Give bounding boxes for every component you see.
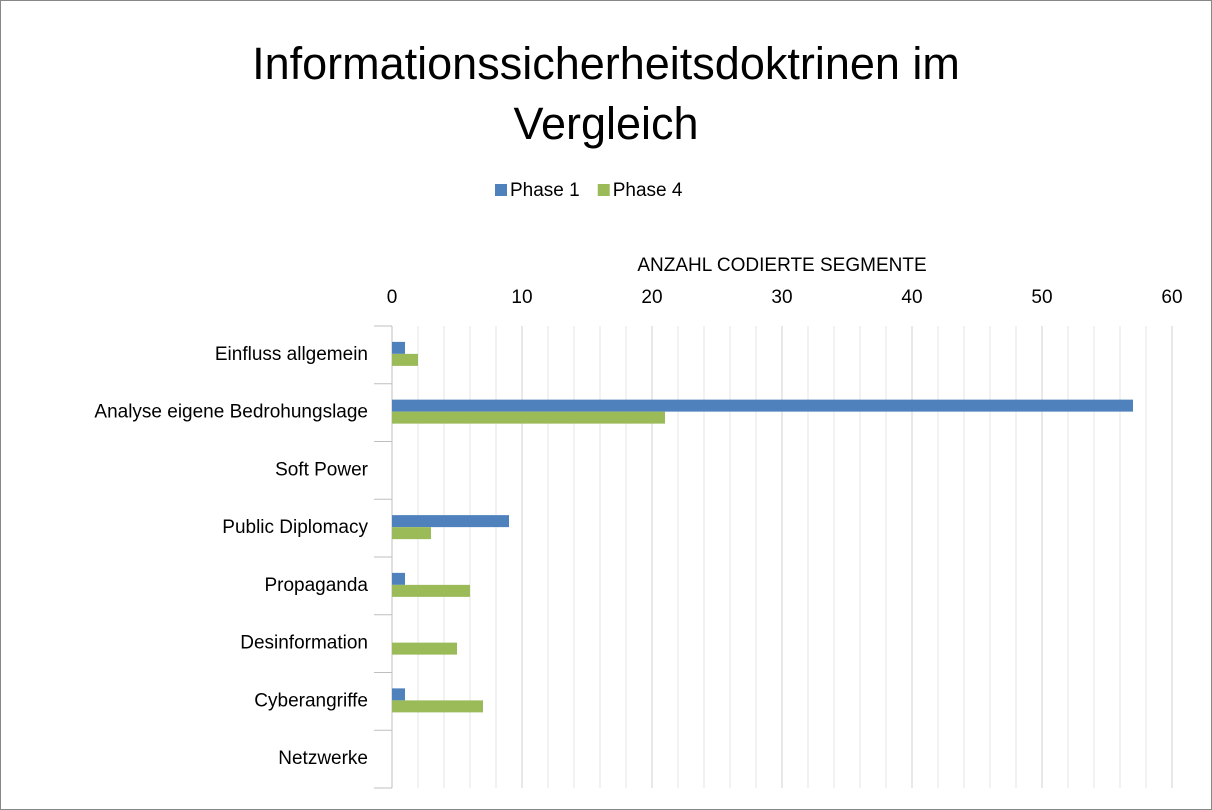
y-tick-label: Einfluss allgemein xyxy=(215,344,368,365)
y-tick-label: Soft Power xyxy=(275,459,369,480)
y-tick-label: Analyse eigene Bedrohungslage xyxy=(94,402,368,423)
legend-label: Phase 4 xyxy=(613,180,683,201)
y-tick-label: Cyberangriffe xyxy=(254,690,368,711)
x-axis-title: ANZAHL CODIERTE SEGMENTE xyxy=(637,255,926,276)
y-tick-label: Propaganda xyxy=(264,575,368,596)
x-tick-label: 50 xyxy=(1031,287,1052,308)
bar xyxy=(392,700,483,713)
x-tick-label: 30 xyxy=(771,287,792,308)
x-tick-label: 40 xyxy=(901,287,922,308)
bar xyxy=(392,642,457,655)
y-tick-label: Desinformation xyxy=(240,633,368,654)
bar xyxy=(392,688,405,701)
x-tick-label: 10 xyxy=(511,287,532,308)
x-tick-label: 20 xyxy=(641,287,662,308)
x-tick-label: 0 xyxy=(387,287,398,308)
bar xyxy=(392,353,418,366)
bar xyxy=(392,572,405,585)
chart-title: Informationssicherheitsdoktrinen im Verg… xyxy=(252,38,960,149)
legend-label: Phase 1 xyxy=(510,180,580,201)
bar xyxy=(392,411,665,424)
legend-swatch xyxy=(495,184,507,196)
bar xyxy=(392,515,509,528)
x-tick-label: 60 xyxy=(1161,287,1182,308)
bar xyxy=(392,399,1133,412)
bar xyxy=(392,527,431,540)
bar xyxy=(392,341,405,354)
bar xyxy=(392,584,470,597)
legend-swatch xyxy=(597,184,610,196)
y-tick-label: Netzwerke xyxy=(278,748,368,769)
y-tick-label: Public Diplomacy xyxy=(222,517,368,538)
